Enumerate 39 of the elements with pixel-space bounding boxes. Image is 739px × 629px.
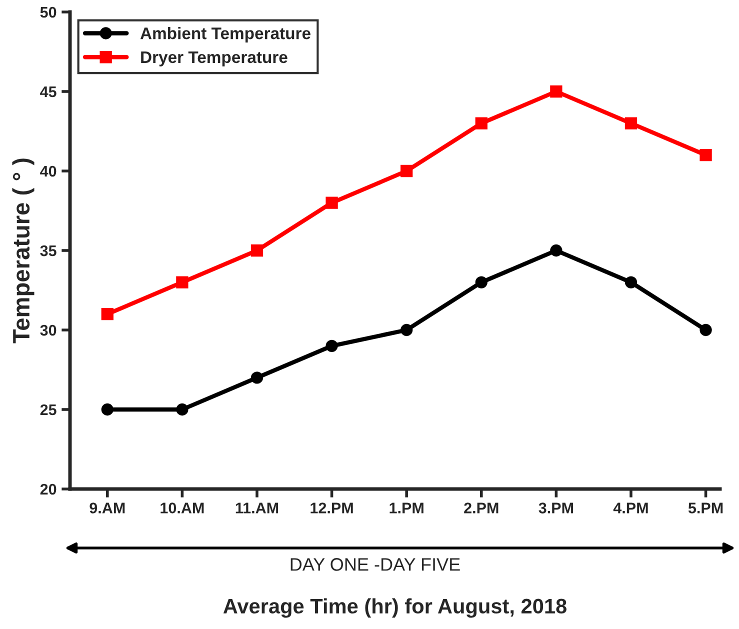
point [250,372,264,384]
x-tick-label: 9.AM [90,502,125,514]
x-tick-label: 2.PM [464,502,498,514]
point [700,149,712,162]
point [700,324,712,336]
y-axis-title: Temperature ( ° ) [12,158,34,344]
point [400,324,413,336]
legend-label: Dryer Temperature [141,51,288,66]
legend-label: Ambient Temperature [140,27,310,43]
x-tick-label: 12.PM [310,502,353,514]
point [176,276,188,288]
point [624,276,638,288]
point [550,244,562,257]
y-tick-label: 20 [40,484,56,495]
x-tick-label: 11.AM [236,502,278,514]
point [250,244,264,257]
y-tick-label: 40 [40,166,56,177]
y-tick-label: 25 [40,404,56,416]
x-tick-label: 10.AM [160,502,204,514]
point [326,196,338,209]
point [101,403,114,416]
point [176,403,188,416]
point [400,164,413,178]
x-axis-title: Average Time (hr) for August, 2018 [223,598,566,618]
x-tick-label: 5.PM [688,502,723,514]
x-tick-label: 4.PM [613,502,648,514]
point [550,85,562,98]
y-tick-label: 35 [40,245,56,256]
y-tick-label: 45 [40,86,56,98]
point [475,117,488,130]
point [101,308,114,320]
x-tick-label: 3.PM [538,502,573,514]
y-tick-label: 30 [40,324,56,336]
point [475,276,488,288]
x-tick-label: 1.PM [390,502,424,514]
text: DAY ONE -DAY FIVE [290,558,460,571]
y-tick-label: 50 [40,6,56,18]
point [326,340,338,352]
point [624,117,638,130]
